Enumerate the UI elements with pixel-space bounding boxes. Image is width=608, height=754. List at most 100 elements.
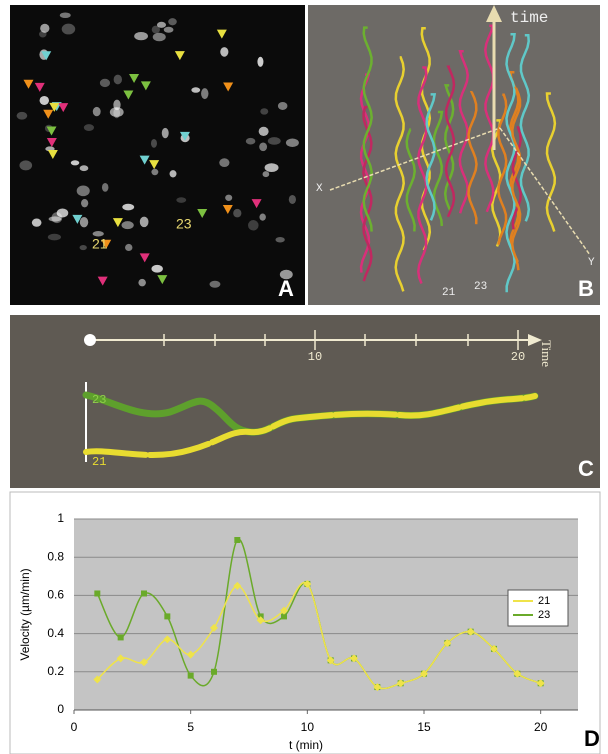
cell-marker	[23, 79, 34, 89]
y-axis	[499, 127, 591, 256]
cell-spot	[92, 106, 101, 117]
cell-label: 21	[92, 455, 106, 469]
data-point	[116, 654, 125, 663]
cell-label: 23	[92, 393, 106, 407]
cell-spot	[151, 264, 163, 273]
data-point	[211, 668, 217, 675]
y-tick-label: 0.2	[47, 664, 64, 678]
cell-marker	[72, 214, 83, 224]
cell-spot	[99, 78, 111, 88]
cell-label: 23	[474, 281, 487, 293]
x-tick-label: 10	[301, 720, 315, 734]
tracks-3d	[359, 24, 557, 293]
data-point	[373, 683, 382, 692]
data-point	[281, 613, 287, 620]
cell-spot	[191, 87, 201, 93]
x-tick-label: 0	[71, 720, 78, 734]
cell-marker	[139, 253, 150, 263]
cell-spot	[125, 243, 133, 251]
cell-spot	[151, 168, 159, 176]
cell-spot	[209, 280, 221, 288]
data-point	[303, 579, 312, 588]
cell-spot	[169, 170, 177, 178]
track	[510, 86, 522, 263]
panel-label: D	[584, 726, 600, 751]
data-point	[420, 669, 428, 678]
cell-spot	[134, 31, 148, 41]
data-point	[94, 590, 101, 597]
cell-spot	[219, 158, 230, 167]
cell-spot	[79, 216, 89, 228]
data-point	[186, 650, 195, 659]
track	[394, 56, 405, 292]
cell-marker	[140, 81, 151, 91]
x-axis-title: t (min)	[289, 738, 323, 752]
data-point	[350, 654, 358, 663]
cell-spot	[201, 88, 209, 100]
cell-spot	[40, 23, 50, 33]
data-point	[443, 639, 452, 648]
data-point	[93, 675, 102, 684]
cell-spot	[277, 101, 288, 110]
track	[362, 26, 373, 232]
track	[458, 50, 469, 214]
axis-arrow	[486, 5, 502, 22]
x-tick-label: 15	[417, 720, 431, 734]
data-point	[210, 623, 218, 632]
track	[497, 93, 508, 245]
y-tick-label: 0.6	[47, 588, 64, 602]
track	[484, 24, 495, 213]
cell-spot	[79, 244, 87, 251]
cell-spot	[16, 111, 28, 120]
cell-spot	[257, 56, 264, 67]
plot-area	[74, 519, 578, 710]
y-tick-label: 0.8	[47, 549, 64, 563]
cell-spot	[83, 124, 94, 132]
axis-title: time	[510, 9, 548, 27]
cell-marker	[43, 109, 54, 119]
data-point	[187, 672, 194, 679]
panel-a	[10, 5, 305, 305]
cell-spot	[48, 216, 62, 222]
cell-marker	[129, 73, 140, 83]
cell-marker	[112, 218, 123, 228]
chart: 00.20.40.60.810 5 10 15 20t (min)Velocity (µ…	[18, 511, 578, 752]
data-point	[141, 590, 147, 597]
cell-marker	[123, 90, 134, 100]
cell-spot	[288, 194, 296, 205]
cell-marker	[97, 276, 108, 286]
cell-spot	[264, 163, 279, 173]
y-axis-title: Velocity (µm/min)	[18, 568, 32, 660]
cell-spot	[59, 12, 71, 19]
cell-spot	[39, 30, 47, 38]
cell-spot	[248, 220, 259, 231]
cell-spot	[79, 165, 89, 172]
x-tick-label: 20	[534, 720, 548, 734]
track	[519, 34, 531, 222]
data-point	[280, 606, 288, 615]
cell-spot	[31, 218, 42, 227]
cell-spot	[76, 185, 90, 197]
cell-spot	[285, 138, 299, 148]
data-point	[117, 634, 124, 641]
cell-marker	[197, 209, 208, 219]
track	[508, 70, 520, 271]
data-point	[326, 656, 335, 665]
cell-marker	[149, 160, 160, 170]
cell-marker	[223, 82, 234, 92]
cell-marker	[251, 199, 262, 209]
panel-b	[308, 5, 600, 305]
cell-spot	[161, 127, 169, 139]
cell-spot	[39, 95, 50, 105]
panel-label: A	[278, 276, 294, 301]
cell-marker	[139, 155, 150, 165]
track	[545, 92, 557, 232]
cell-spot	[19, 160, 33, 171]
cell-spot	[245, 137, 256, 145]
cell-spot	[259, 213, 266, 221]
cell-label: 21	[442, 287, 456, 299]
cell-spot	[225, 194, 233, 201]
cell-label: 21	[92, 236, 108, 252]
